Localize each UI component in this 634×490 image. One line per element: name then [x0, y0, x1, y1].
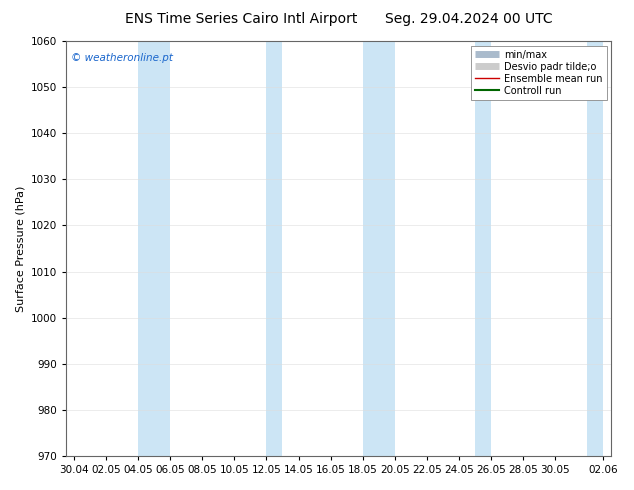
- Bar: [138, 41, 170, 456]
- Y-axis label: Surface Pressure (hPa): Surface Pressure (hPa): [15, 185, 25, 312]
- Bar: [475, 41, 491, 456]
- Legend: min/max, Desvio padr tilde;o, Ensemble mean run, Controll run: min/max, Desvio padr tilde;o, Ensemble m…: [471, 46, 607, 99]
- Bar: [587, 41, 604, 456]
- Text: Seg. 29.04.2024 00 UTC: Seg. 29.04.2024 00 UTC: [385, 12, 553, 26]
- Bar: [266, 41, 283, 456]
- Text: ENS Time Series Cairo Intl Airport: ENS Time Series Cairo Intl Airport: [125, 12, 357, 26]
- Text: © weatheronline.pt: © weatheronline.pt: [71, 53, 173, 64]
- Bar: [363, 41, 395, 456]
